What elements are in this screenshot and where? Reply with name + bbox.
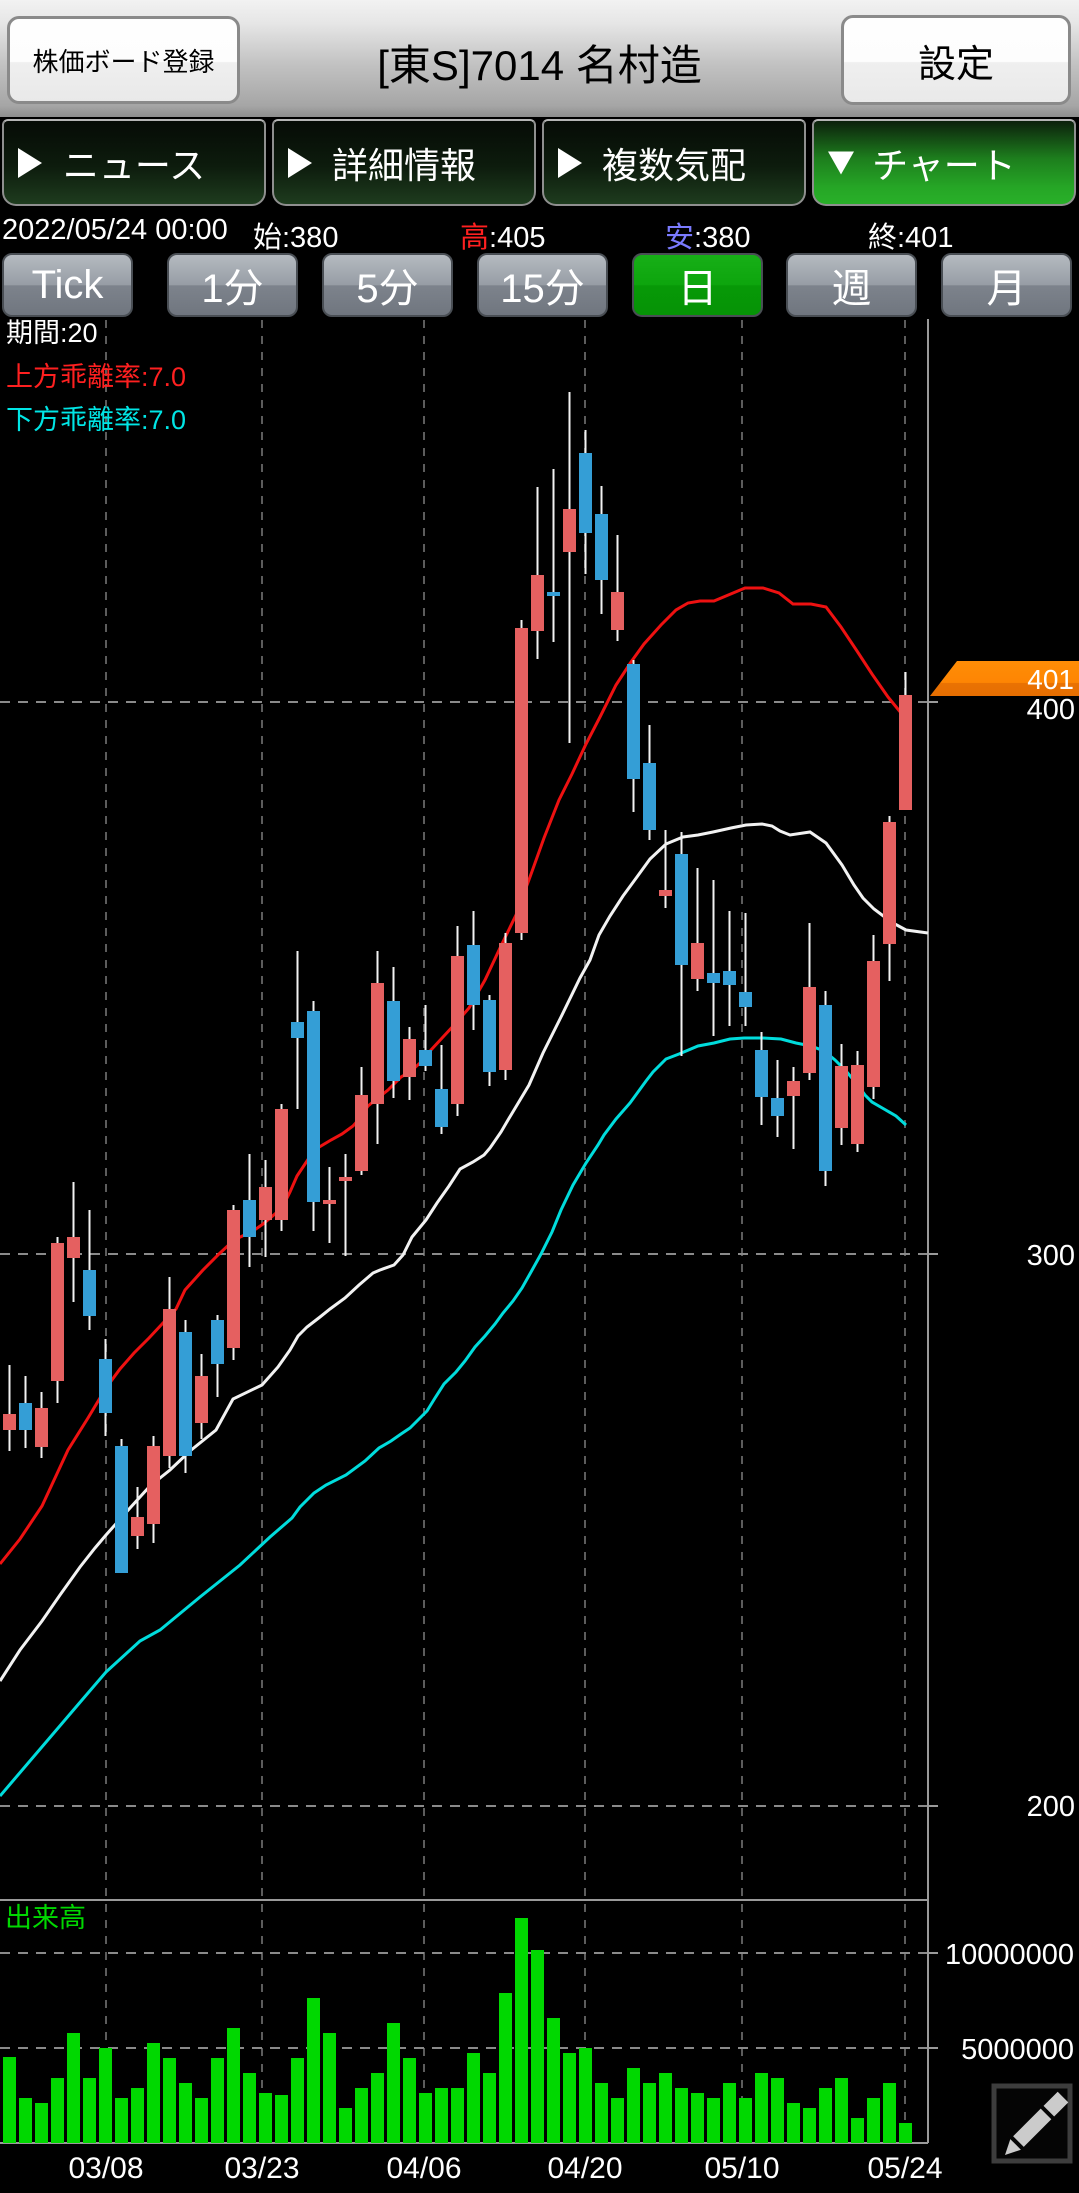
svg-text:03/08: 03/08 <box>68 2152 143 2185</box>
svg-text:300: 300 <box>1027 1240 1075 1272</box>
svg-text:400: 400 <box>1027 694 1075 726</box>
svg-text:期間:20: 期間:20 <box>6 318 98 348</box>
svg-text:05/10: 05/10 <box>704 2152 779 2185</box>
svg-text:05/24: 05/24 <box>867 2152 942 2185</box>
svg-text:出来高: 出来高 <box>5 1903 86 1933</box>
svg-text:下方乖離率:7.0: 下方乖離率:7.0 <box>6 405 186 435</box>
svg-text:上方乖離率:7.0: 上方乖離率:7.0 <box>6 362 186 392</box>
svg-text:04/20: 04/20 <box>547 2152 622 2185</box>
svg-text:401: 401 <box>1027 664 1074 695</box>
svg-text:04/06: 04/06 <box>386 2152 461 2185</box>
svg-text:10000000: 10000000 <box>945 1939 1074 1971</box>
svg-text:03/23: 03/23 <box>224 2152 299 2185</box>
svg-text:200: 200 <box>1027 1791 1075 1823</box>
svg-text:5000000: 5000000 <box>961 2034 1074 2066</box>
